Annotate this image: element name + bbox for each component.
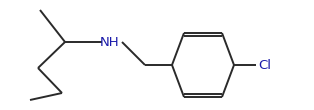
Text: NH: NH: [100, 36, 120, 49]
Text: Cl: Cl: [258, 59, 271, 72]
